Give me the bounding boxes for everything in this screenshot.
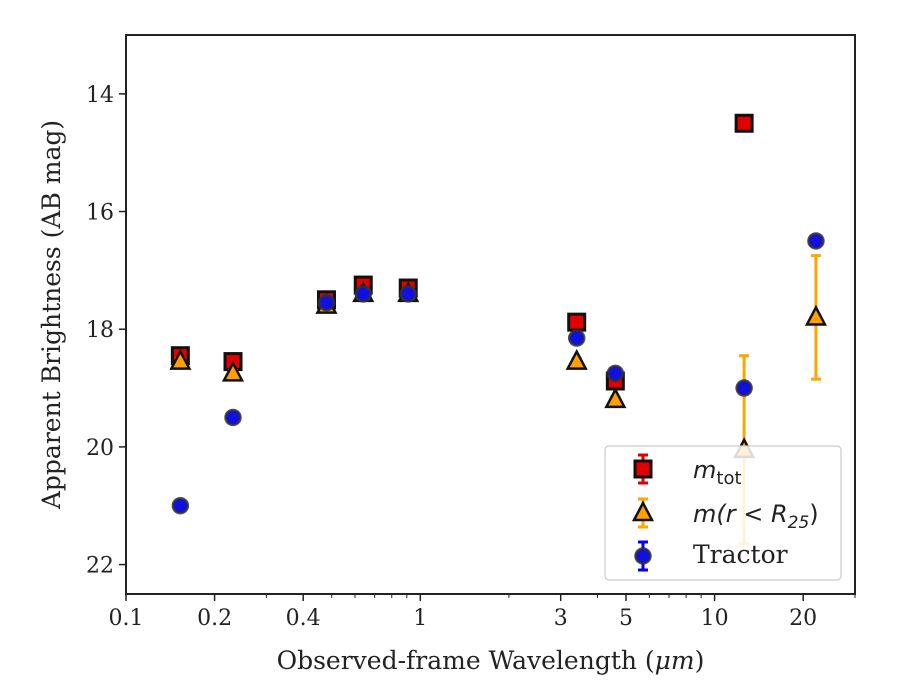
marker-mtot xyxy=(567,312,587,332)
marker-mr25 xyxy=(221,360,245,382)
legend-label-mr25: m(r < R25) xyxy=(693,500,819,533)
x-tick-label: 3 xyxy=(554,606,568,631)
x-tick-label: 0.1 xyxy=(109,606,144,631)
marker-shape xyxy=(317,293,336,312)
label-layer: 0.1 0.2 0.4 1 3 5 10 20 14 16 18 20 22 xyxy=(86,83,817,631)
legend-markers xyxy=(631,453,655,572)
marker-shape xyxy=(567,312,587,332)
marker-mr25 xyxy=(565,348,588,370)
data-point-tractor xyxy=(224,408,242,427)
marker-tractor xyxy=(399,285,417,303)
data-point-tractor xyxy=(399,285,417,303)
marker-mr25 xyxy=(804,304,828,326)
data-point-tractor xyxy=(567,329,586,347)
data-point-tractor xyxy=(606,364,625,383)
data-point-tractor xyxy=(171,496,190,515)
legend-marker-tractor xyxy=(634,540,652,572)
legend-label-mtot: mtot xyxy=(693,456,742,489)
marker-shape xyxy=(735,379,753,397)
legend-box xyxy=(604,445,842,581)
data-point-mr25 xyxy=(221,360,245,382)
x-tick-label: 5 xyxy=(619,606,633,631)
y-tick-label: 14 xyxy=(86,83,114,108)
y-axis-label: Apparent Brightness (AB mag) xyxy=(37,120,66,510)
marker-tractor xyxy=(567,329,586,347)
marker-shape xyxy=(567,329,586,347)
data-layer xyxy=(169,113,828,546)
data-point-mtot xyxy=(567,312,587,332)
marker-shape xyxy=(633,459,653,479)
y-tick-label: 22 xyxy=(86,554,114,579)
y-tick-label: 20 xyxy=(86,436,114,461)
marker-shape xyxy=(804,304,828,326)
marker-tractor xyxy=(317,293,336,312)
y-tick-label: 16 xyxy=(86,201,114,226)
x-tick-label: 0.4 xyxy=(286,606,321,631)
x-tick-label: 1 xyxy=(413,606,427,631)
marker-tractor xyxy=(354,285,373,303)
marker-tractor xyxy=(735,379,753,397)
data-point-tractor xyxy=(354,285,373,303)
marker-mtot xyxy=(734,113,754,133)
data-point-tractor xyxy=(807,232,825,250)
marker-tractor xyxy=(606,364,625,383)
data-point-mtot xyxy=(734,113,754,133)
y-tick-label: 18 xyxy=(86,318,114,343)
marker-shape xyxy=(606,364,625,383)
data-point-mr25 xyxy=(565,348,588,370)
marker-shape xyxy=(354,285,373,303)
data-point-tractor xyxy=(317,293,336,312)
marker-shape xyxy=(221,360,245,382)
marker-shape xyxy=(171,496,190,515)
series-tractor xyxy=(171,232,825,515)
legend-symbol-mtot xyxy=(633,459,653,479)
legend: mtot m(r < R25) Tractor xyxy=(604,445,842,581)
x-tick-label: 10 xyxy=(701,606,729,631)
marker-shape xyxy=(399,285,417,303)
x-tick-label: 20 xyxy=(789,606,817,631)
x-axis-label: Observed-frame Wavelength (μm) xyxy=(277,646,705,675)
marker-shape xyxy=(631,500,655,522)
plot-frame xyxy=(125,34,856,595)
marker-shape xyxy=(734,113,754,133)
data-point-mr25 xyxy=(804,254,828,381)
marker-tractor xyxy=(171,496,190,515)
marker-mr25 xyxy=(604,387,627,409)
data-point-mr25 xyxy=(169,348,192,370)
legend-symbol-mr25 xyxy=(631,500,655,522)
marker-shape xyxy=(634,547,652,565)
marker-shape xyxy=(224,408,242,427)
marker-shape xyxy=(565,348,588,370)
legend-symbol-tractor xyxy=(634,547,652,565)
data-point-mr25 xyxy=(604,387,627,409)
marker-tractor xyxy=(807,232,825,250)
marker-shape xyxy=(169,348,192,370)
legend-marker-mtot xyxy=(633,453,653,485)
x-tick-label: 0.2 xyxy=(197,606,232,631)
legend-marker-mr25 xyxy=(631,497,655,529)
marker-shape xyxy=(807,232,825,250)
data-point-tractor xyxy=(735,379,753,397)
legend-label-tractor: Tractor xyxy=(693,540,788,569)
marker-mr25 xyxy=(169,348,192,370)
marker-shape xyxy=(604,387,627,409)
marker-tractor xyxy=(224,408,242,427)
